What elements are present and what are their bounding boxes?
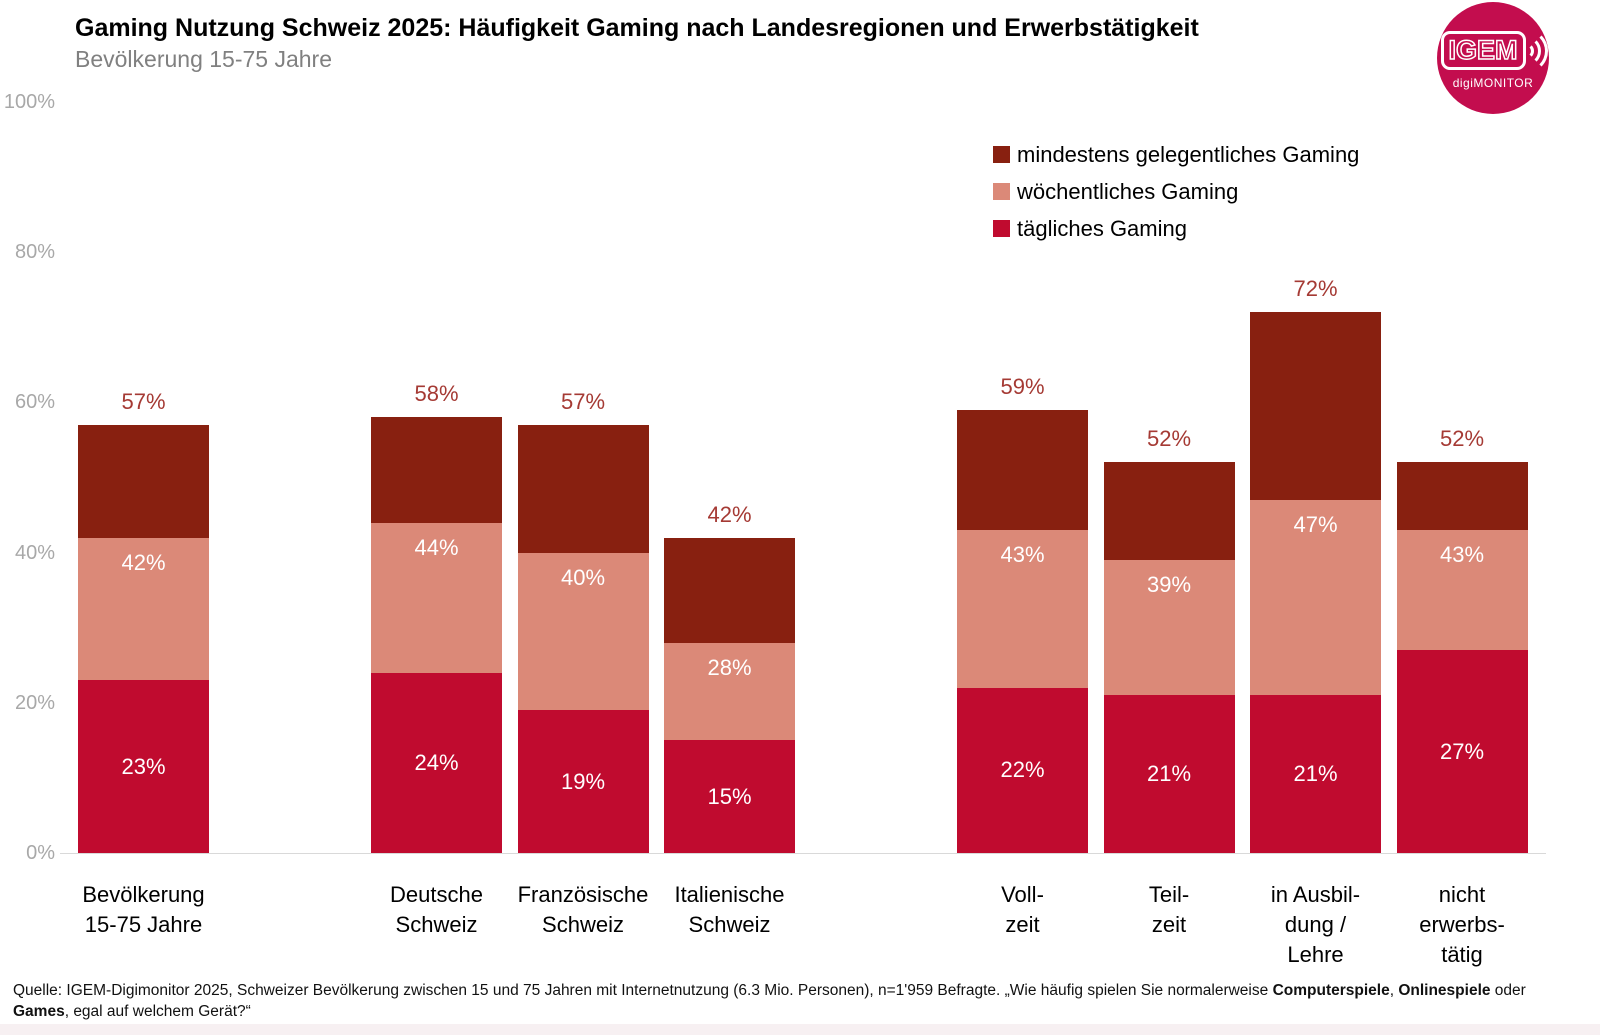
bar-segment-gelegentlich [957, 409, 1088, 531]
bar-weekly-label: 43% [1439, 542, 1485, 568]
x-axis-category-label: Italienische Schweiz [674, 882, 785, 937]
bar-segment-taeglich [517, 710, 649, 853]
wave-arc-icon [1504, 28, 1548, 73]
source-text: Quelle: IGEM-Digimonitor 2025, Schweizer… [13, 982, 1273, 999]
x-axis-category-label: Voll- zeit [1001, 882, 1044, 937]
bar-daily-label: 27% [1439, 738, 1485, 764]
source-text: , egal auf welchem Gerät?“ [64, 1002, 251, 1020]
bar-total-label: 59% [1000, 373, 1045, 399]
source-bold-text: Computerspiele [1272, 982, 1390, 999]
bar-daily-label: 22% [1000, 757, 1045, 783]
bar-segment-woechentlich [1250, 500, 1381, 696]
bottom-strip [0, 1024, 1600, 1035]
bar-total-label: 57% [560, 388, 606, 414]
sound-waves-icon [1526, 27, 1552, 75]
bar-segment-woechentlich [517, 552, 649, 711]
bar-total-label: 42% [707, 501, 752, 527]
chart-legend: mindestens gelegentliches Gaming wöchentl… [993, 136, 1359, 247]
legend-swatch [993, 146, 1010, 163]
source-bold-text: Onlinespiele [1398, 982, 1491, 999]
bar-weekly-label: 39% [1146, 572, 1192, 598]
y-axis-tick-label: 40% [14, 541, 55, 564]
y-axis-tick-label: 100% [3, 91, 55, 113]
chart-subtitle: Bevölkerung 15-75 Jahre [75, 46, 332, 72]
igem-digimonitor-logo: IGEM digiMONITOR [1437, 2, 1549, 114]
bar-segment-taeglich [664, 740, 795, 853]
page-title: Gaming Nutzung Schweiz 2025: Häufigkeit … [75, 14, 1199, 42]
x-axis-category-label: Deutsche Schweiz [390, 882, 483, 937]
legend-item: wöchentliches Gaming [993, 173, 1359, 210]
x-axis-category-label: Teil- zeit [1148, 882, 1190, 937]
bar-weekly-label: 28% [707, 654, 752, 680]
source-text: oder [1490, 982, 1526, 999]
bar-segment-woechentlich [371, 522, 502, 673]
bar-weekly-label: 47% [1293, 512, 1338, 538]
bar-segment-taeglich [1250, 695, 1381, 853]
legend-item: mindestens gelegentliches Gaming [993, 136, 1359, 173]
legend-label: tägliches Gaming [1017, 215, 1187, 241]
legend-swatch [993, 220, 1010, 237]
bar-daily-label: 21% [1293, 761, 1338, 787]
y-axis-tick-label: 80% [14, 241, 55, 264]
source-bold-text: Games [13, 1002, 65, 1020]
bar-weekly-label: 42% [121, 549, 166, 575]
bar-segment-gelegentlich [517, 424, 649, 553]
bar-segment-taeglich [371, 672, 502, 853]
bar-segment-gelegentlich [1103, 462, 1235, 561]
bar-segment-taeglich [1103, 695, 1235, 853]
bar-segment-gelegentlich [371, 417, 502, 523]
bar-segment-woechentlich [1103, 560, 1235, 696]
y-axis-tick-label: 20% [14, 691, 55, 714]
bar-weekly-label: 44% [414, 534, 459, 560]
legend-swatch [993, 183, 1010, 200]
bar-segment-taeglich [1396, 650, 1528, 853]
x-axis-category-label: Französische Schweiz [517, 882, 649, 937]
y-axis-tick-label: 60% [14, 391, 55, 414]
bar-segment-woechentlich [957, 530, 1088, 688]
bar-segment-gelegentlich [78, 424, 209, 538]
bar-total-label: 52% [1439, 426, 1485, 452]
source-text: , [1389, 982, 1399, 999]
legend-label: mindestens gelegentliches Gaming [1017, 141, 1360, 167]
x-axis-category-label: in Ausbil- dung / Lehre [1270, 882, 1361, 967]
bar-segment-taeglich [957, 687, 1088, 853]
bar-total-label: 58% [414, 381, 459, 407]
x-axis-line [60, 853, 1546, 854]
legend-label: wöchentliches Gaming [1017, 178, 1239, 204]
bar-segment-gelegentlich [664, 537, 795, 643]
bar-total-label: 57% [121, 388, 166, 414]
logo-row: IGEM [1440, 27, 1552, 75]
bar-segment-woechentlich [664, 642, 795, 741]
bar-weekly-label: 40% [560, 564, 606, 590]
bar-segment-gelegentlich [1396, 462, 1528, 531]
bar-total-label: 52% [1146, 426, 1192, 452]
bar-daily-label: 21% [1146, 761, 1192, 787]
logo-product-text: digiMONITOR [1452, 75, 1534, 90]
bar-daily-label: 23% [121, 753, 166, 779]
y-axis-tick-label: 0% [26, 842, 55, 864]
x-axis-category-label: Bevölkerung 15-75 Jahre [82, 882, 205, 937]
bar-weekly-label: 43% [1000, 542, 1045, 568]
bar-segment-woechentlich [78, 537, 209, 681]
x-axis-category-label: nicht erwerbs- tätig [1419, 882, 1505, 967]
bar-segment-woechentlich [1396, 530, 1528, 651]
bar-segment-gelegentlich [1250, 312, 1381, 501]
bar-daily-label: 24% [414, 749, 459, 775]
legend-item: tägliches Gaming [993, 210, 1359, 247]
source-note: Quelle: IGEM-Digimonitor 2025, Schweizer… [13, 981, 1583, 1022]
bar-daily-label: 15% [707, 783, 752, 809]
bar-total-label: 72% [1293, 276, 1338, 302]
bar-daily-label: 19% [560, 768, 606, 794]
bar-segment-taeglich [78, 680, 209, 853]
